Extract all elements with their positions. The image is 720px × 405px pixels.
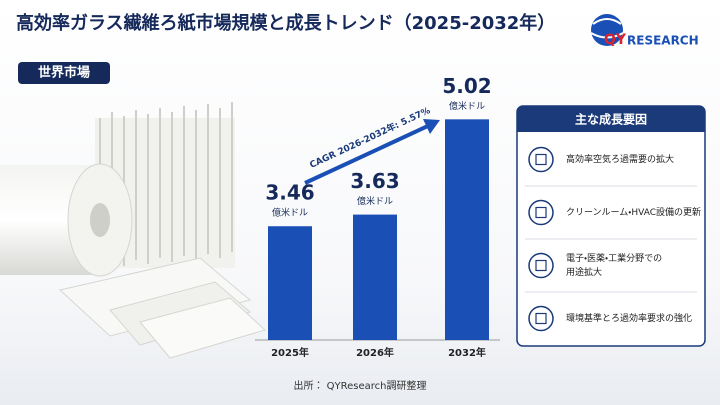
- product-image: [0, 102, 266, 359]
- bar: [353, 214, 397, 340]
- x-tick-label: 2026年: [356, 346, 394, 359]
- x-tick-label: 2025年: [271, 346, 309, 359]
- unit-label: 億米ドル: [449, 100, 485, 112]
- unit-label: 億米ドル: [272, 207, 308, 219]
- logo-mark: QY: [604, 32, 627, 48]
- item-icon: [528, 146, 554, 173]
- arrow-shaft: [304, 123, 431, 185]
- value-label: 5.02: [442, 74, 491, 98]
- chart: 3.46 億米ドル 2025年 3.63 億米ドル 2026年 5.02 億米ドル 2032年: [255, 74, 500, 359]
- region-label: 世界市場: [38, 65, 90, 81]
- item-text: クリーンルーム・HVAC設備の更新: [566, 206, 701, 218]
- sheet: [139, 297, 266, 359]
- logo-word: RESEARCH: [627, 34, 699, 48]
- logo-lines: [590, 18, 624, 39]
- item-text: 高効率空気ろ過需要の拡大: [566, 153, 674, 165]
- arrow-head: [423, 119, 440, 134]
- bar: [445, 119, 489, 340]
- value-label: 3.63: [350, 169, 399, 193]
- item-text: 用途拡大: [566, 266, 602, 278]
- region-tag: [18, 62, 110, 84]
- panel-header: [517, 106, 705, 132]
- item-text: 電子・医薬・工業分野での: [566, 252, 662, 264]
- logo: QY RESEARCH: [590, 14, 699, 48]
- item-text: 環境基準とろ過効率要求の強化: [566, 312, 692, 324]
- title: 高効率ガラス繊維ろ紙市場規模と成長トレンド（2025-2032年）: [16, 12, 555, 34]
- unit-label: 億米ドル: [357, 195, 393, 207]
- item-icon: [528, 199, 554, 226]
- item-icon-glyph: [535, 259, 547, 272]
- panel-title: 主な成長要因: [575, 112, 647, 127]
- item-icon: [528, 252, 554, 279]
- source: 出所： QYResearch調研整理: [293, 379, 426, 392]
- item-icon: [528, 305, 554, 332]
- logo-globe: [591, 14, 623, 46]
- item-icon-glyph: [535, 312, 547, 325]
- item-icon-glyph: [535, 206, 547, 219]
- value-label: 3.46: [265, 181, 314, 205]
- sheet: [58, 257, 252, 337]
- x-tick-label: 2032年: [448, 346, 486, 359]
- item-icon-glyph: [535, 153, 547, 166]
- roll-core: [90, 203, 110, 237]
- bar: [268, 226, 312, 340]
- growth-panel: 主な成長要因 高効率空気ろ過需要の拡大クリーンルーム・HVAC設備の更新電子・医…: [516, 105, 706, 347]
